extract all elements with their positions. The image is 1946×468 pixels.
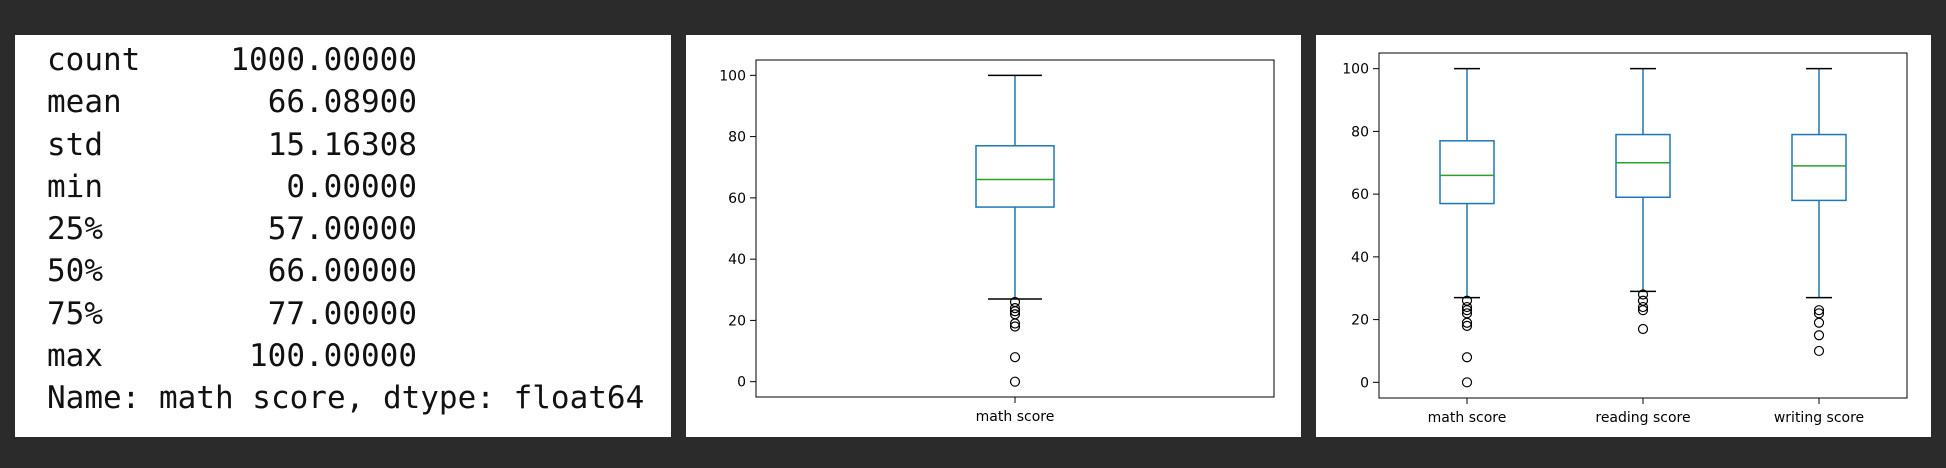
outlier-point: [1813, 308, 1825, 319]
outlier-point: [1009, 352, 1021, 363]
outlier-point: [1637, 289, 1649, 300]
outlier-point: [1637, 301, 1649, 313]
y-tick-label: 20: [1351, 313, 1369, 329]
outlier-point: [1009, 309, 1021, 320]
stats-key: 50%: [47, 253, 103, 290]
describe-output-panel: count 1000.00000 mean 66.08900 std 15.16…: [15, 35, 671, 437]
stats-row-25: 25% 57.00000: [47, 208, 647, 250]
iqr-box: [1791, 133, 1847, 202]
outlier-point: [1009, 321, 1021, 332]
stats-key: 75%: [47, 295, 103, 332]
boxplot-panel-math: 0 20 40 60 80 100 math score: [686, 35, 1301, 437]
x-tick-label: reading score: [1595, 410, 1690, 426]
outlier-point: [1461, 377, 1473, 388]
stats-value: 1000.00000: [230, 42, 417, 78]
outlier-point: [1009, 303, 1021, 314]
outlier-point: [1637, 295, 1649, 306]
y-tick-label: 40: [1351, 250, 1369, 266]
box-writing-score: [1791, 67, 1847, 357]
stats-row-max: max 100.00000: [47, 335, 647, 377]
y-tick-label: 100: [1342, 62, 1369, 78]
stats-value: 15.16308: [267, 126, 417, 163]
stats-key: std: [47, 126, 103, 163]
outlier-point: [1637, 323, 1649, 335]
box-math-score: [1439, 67, 1495, 388]
stats-row-mean: mean 66.08900: [47, 81, 647, 123]
y-tick-label: 0: [1360, 375, 1369, 391]
stats-row-50: 50% 66.00000: [47, 250, 647, 292]
y-tick-label: 60: [728, 191, 746, 207]
stats-row-std: std 15.16308: [47, 124, 647, 166]
stats-value: 66.00000: [267, 253, 417, 290]
outlier-point: [1461, 352, 1473, 363]
describe-table: count 1000.00000 mean 66.08900 std 15.16…: [47, 39, 647, 420]
stats-row-75: 75% 77.00000: [47, 293, 647, 335]
outlier-point: [1813, 330, 1825, 341]
stats-row-count: count 1000.00000: [47, 39, 647, 81]
y-tick-label: 40: [728, 252, 746, 268]
stats-value: 0.00000: [286, 168, 417, 205]
outlier-point: [1461, 308, 1473, 319]
x-tick-label: math score: [976, 409, 1055, 425]
stats-key: count: [47, 42, 141, 78]
y-tick-label: 100: [719, 68, 746, 84]
boxplot-panel-all-scores: 0 20 40 60 80 100 math score reading score writi…: [1316, 35, 1931, 437]
boxplot-all-scores: 0 20 40 60 80 100 math score reading score writi…: [1342, 52, 1908, 426]
x-tick-label: math score: [1428, 410, 1507, 426]
iqr-box: [1439, 140, 1495, 205]
y-tick-label: 20: [728, 313, 746, 329]
box-math-score: [975, 74, 1055, 387]
outlier-point: [1813, 317, 1825, 328]
outlier-point: [1009, 296, 1021, 308]
y-tick-label: 80: [728, 130, 746, 146]
stats-key: mean: [47, 84, 122, 121]
stats-key: min: [47, 168, 103, 205]
x-tick-label: writing score: [1774, 410, 1864, 426]
stats-value: 57.00000: [267, 211, 417, 248]
iqr-box: [975, 145, 1055, 208]
stats-key: max: [47, 338, 103, 375]
box-reading-score: [1615, 67, 1671, 335]
outlier-point: [1813, 305, 1825, 316]
outlier-point: [1009, 376, 1021, 387]
y-tick-label: 80: [1351, 124, 1369, 140]
outlier-point: [1813, 345, 1825, 357]
stats-value: 77.00000: [267, 295, 417, 332]
outlier-point: [1461, 320, 1473, 331]
stats-row-min: min 0.00000: [47, 166, 647, 208]
stats-value: 100.00000: [249, 338, 417, 375]
outlier-point: [1461, 301, 1473, 313]
stats-value: 66.08900: [267, 84, 417, 121]
y-tick-label: 0: [737, 375, 746, 391]
series-name-line: Name: math score, dtype: float64: [47, 380, 645, 417]
boxplot-math-score: 0 20 40 60 80 100 math score: [719, 59, 1275, 425]
stats-key: 25%: [47, 211, 103, 248]
iqr-box: [1615, 133, 1671, 199]
outlier-point: [1461, 295, 1473, 306]
y-tick-label: 60: [1351, 187, 1369, 203]
